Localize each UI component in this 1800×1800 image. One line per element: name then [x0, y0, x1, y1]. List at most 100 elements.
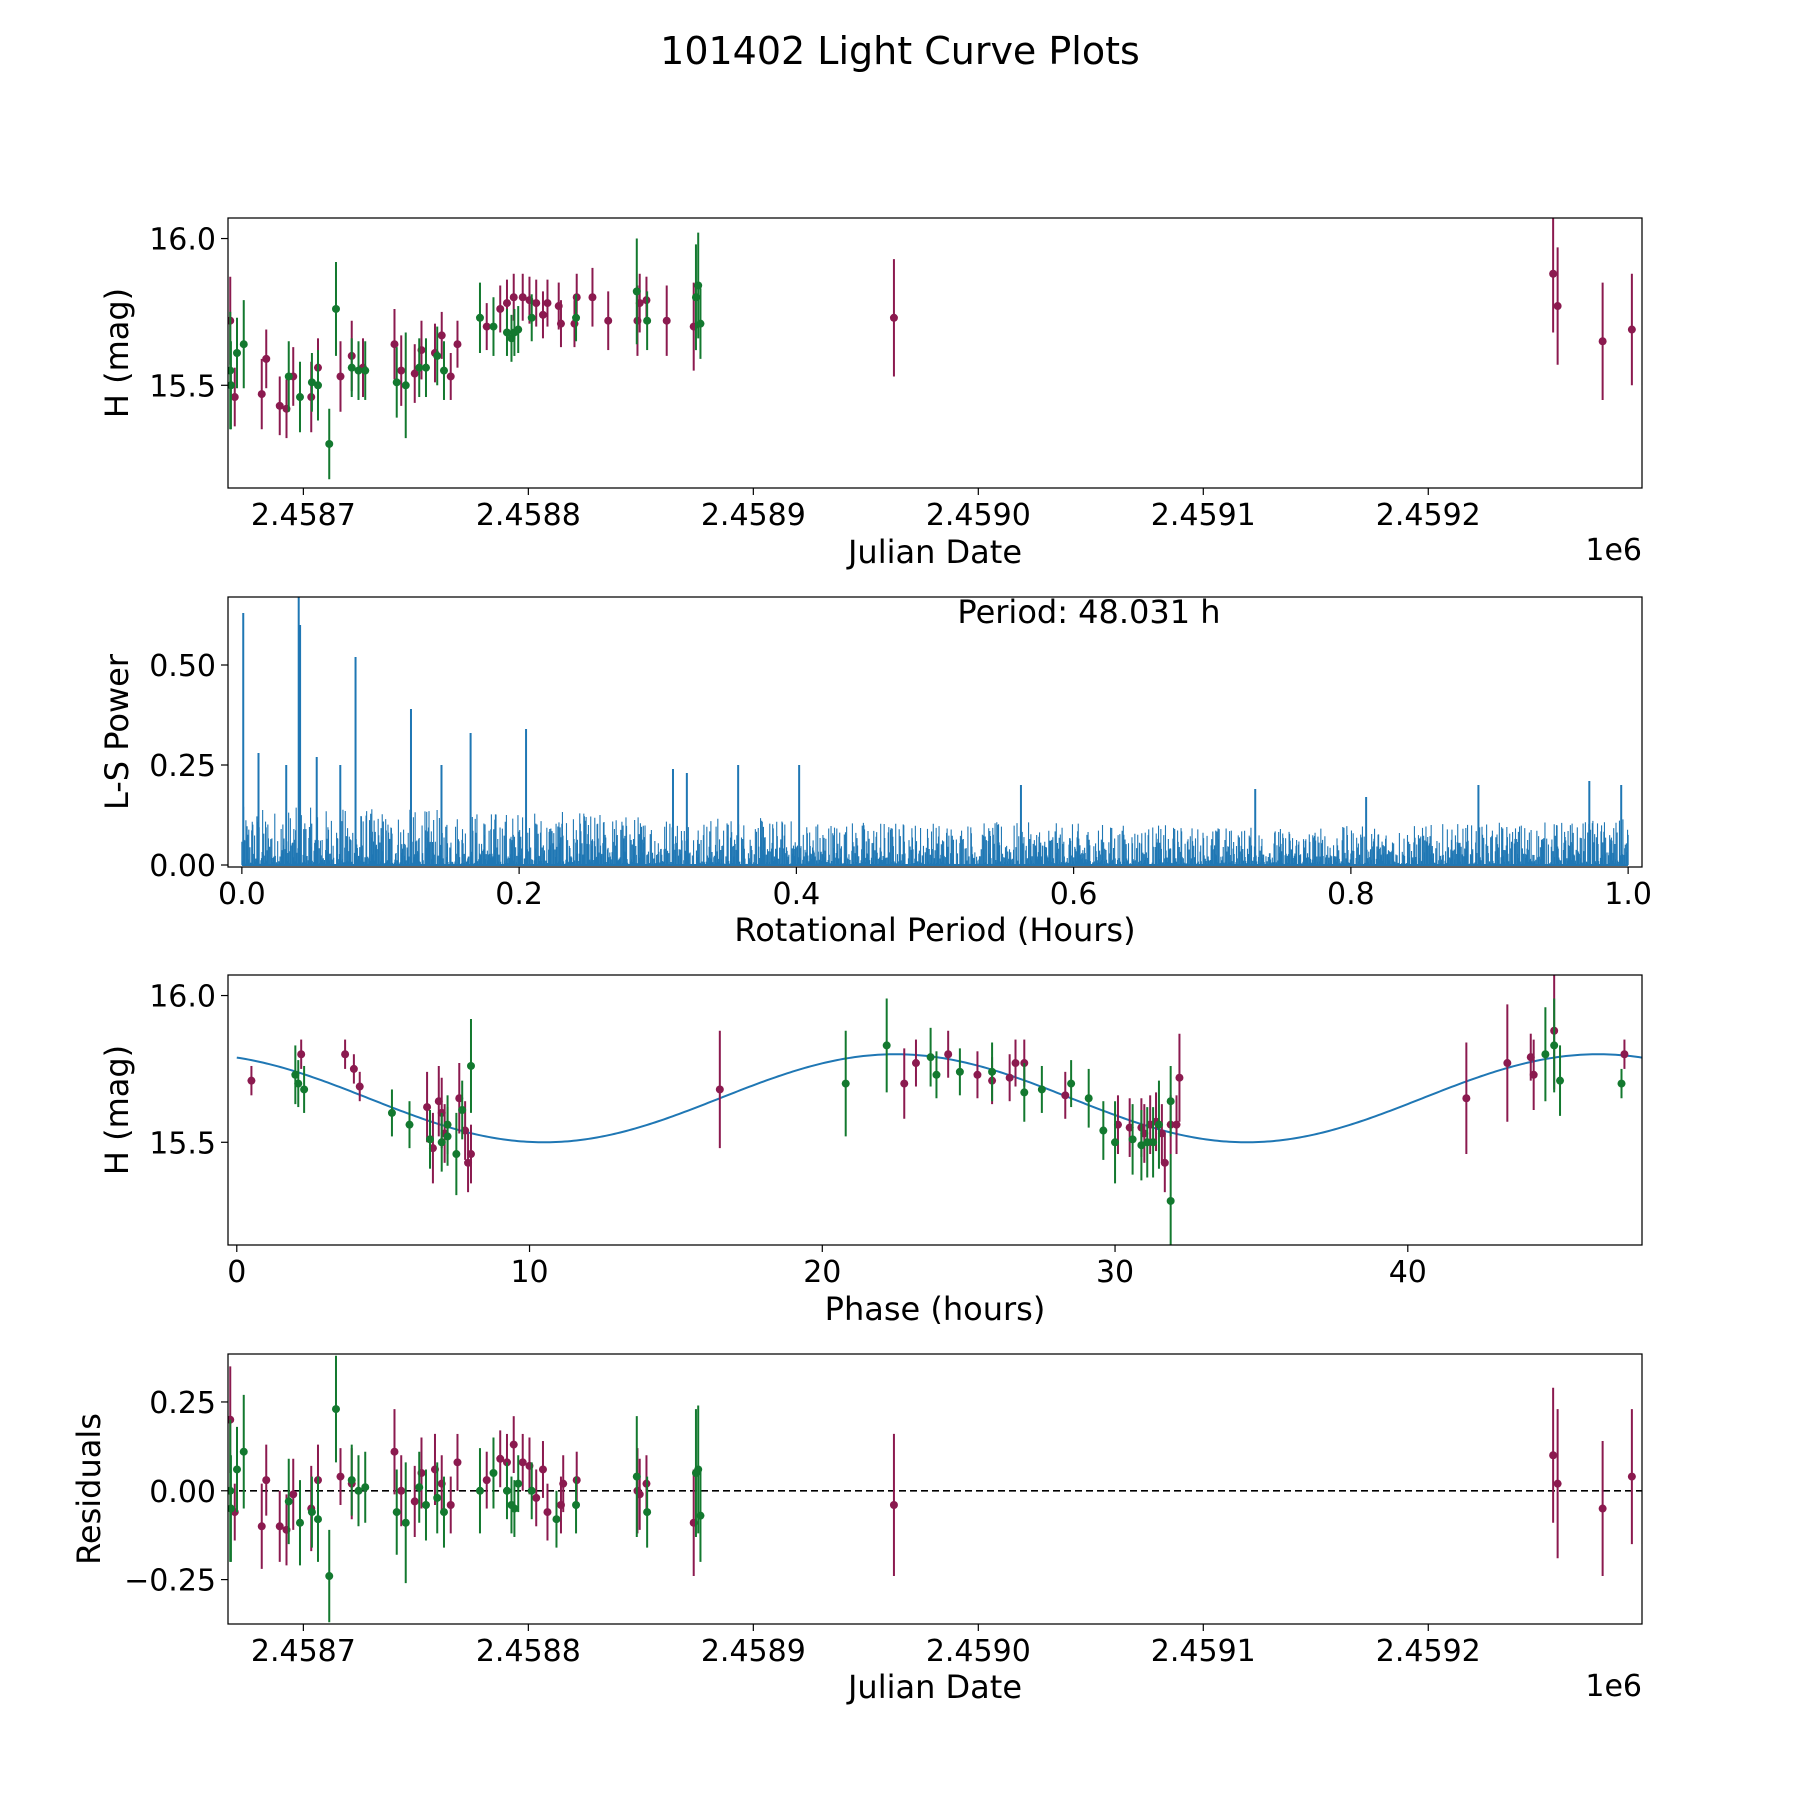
light-curve-points — [228, 218, 1636, 480]
series-a-point — [257, 1522, 266, 1531]
series-b-point — [696, 319, 705, 328]
residuals-ylabel: Residuals — [70, 1413, 108, 1565]
series-a-point — [532, 1493, 541, 1502]
periodogram-ylabel: L-S Power — [98, 653, 136, 810]
series-b-point — [295, 1518, 304, 1527]
series-a-point — [1175, 1073, 1184, 1082]
series-b-point — [552, 1515, 561, 1524]
series-b-point — [1166, 1097, 1175, 1106]
series-a-point — [1598, 1504, 1607, 1513]
series-b-point — [643, 316, 652, 325]
y-tick-label: 0.25 — [149, 1386, 216, 1421]
series-b-point — [1556, 1076, 1565, 1085]
series-a-point — [1620, 1050, 1629, 1059]
series-a-point — [410, 1497, 419, 1506]
series-b-point — [1037, 1085, 1046, 1094]
series-b-point — [1099, 1126, 1108, 1135]
series-b-point — [284, 1497, 293, 1506]
series-a-point — [1011, 1059, 1020, 1068]
series-b-point — [300, 1085, 309, 1094]
series-b-point — [643, 1508, 652, 1517]
series-b-point — [401, 1518, 410, 1527]
series-b-point — [1067, 1079, 1076, 1088]
x-tick-label: 2.4591 — [1151, 1634, 1256, 1669]
x-tick-label: 20 — [803, 1255, 841, 1290]
series-a-point — [336, 372, 345, 381]
series-a-point — [390, 1447, 399, 1456]
series-b-point — [437, 1138, 446, 1147]
series-b-point — [421, 1500, 430, 1509]
series-a-point — [446, 1500, 455, 1509]
series-b-point — [284, 372, 293, 381]
y-tick-label: 16.0 — [149, 223, 216, 258]
series-a-point — [1549, 269, 1558, 278]
series-b-point — [466, 1061, 475, 1070]
residuals-xlabel: Julian Date — [846, 1668, 1022, 1706]
series-b-point — [988, 1067, 997, 1076]
y-tick-label: 0.50 — [149, 649, 216, 684]
series-b-point — [443, 1120, 452, 1129]
x-tick-label: 2.4592 — [1376, 498, 1481, 533]
series-a-point — [230, 393, 239, 402]
light-curve-panel: 2.4587 2.4588 2.4589 2.4590 2.4591 2.4592 15.… — [98, 217, 1643, 571]
period-annotation: Period: 48.031 h — [957, 593, 1220, 631]
series-a-point — [715, 1085, 724, 1094]
series-a-point — [538, 1465, 547, 1474]
y-tick-label: 0.25 — [149, 749, 216, 784]
residuals-points — [228, 1355, 1642, 1623]
series-b-point — [955, 1067, 964, 1076]
series-a-point — [496, 304, 505, 313]
light-curve-y-ticks: 15.5 16.0 — [149, 223, 228, 404]
series-a-point — [257, 390, 266, 399]
x-tick-label: 2.4591 — [1151, 498, 1256, 533]
periodogram-x-ticks: 0.0 0.2 0.4 0.6 0.8 1.0 — [218, 867, 1652, 912]
series-a-point — [397, 366, 406, 375]
series-a-point — [543, 299, 552, 308]
series-b-point — [1149, 1138, 1158, 1147]
series-b-point — [331, 304, 340, 313]
series-b-point — [694, 281, 703, 290]
series-a-point — [262, 354, 271, 363]
series-a-point — [588, 293, 597, 302]
y-tick-label: 15.5 — [149, 1126, 216, 1161]
series-a-point — [275, 1522, 284, 1531]
series-b-point — [361, 1483, 370, 1492]
phased-y-ticks: 15.5 16.0 — [149, 980, 228, 1161]
phased-panel: 0 10 20 30 40 15.5 16.0 Phase (hours) H (mag) — [98, 974, 1643, 1328]
series-b-point — [632, 1472, 641, 1481]
series-b-point — [313, 1515, 322, 1524]
series-a-point — [662, 316, 671, 325]
series-b-point — [239, 1447, 248, 1456]
series-a-point — [1503, 1059, 1512, 1068]
periodogram-axes-frame — [227, 596, 1643, 868]
series-a-point — [1627, 325, 1636, 334]
series-b-point — [1084, 1094, 1093, 1103]
x-tick-label: 0 — [227, 1255, 246, 1290]
series-a-point — [1553, 302, 1562, 311]
x-tick-label: 10 — [510, 1255, 548, 1290]
series-a-point — [509, 1440, 518, 1449]
series-a-point — [453, 1458, 462, 1467]
series-b-point — [347, 363, 356, 372]
series-b-point — [489, 1469, 498, 1478]
series-a-point — [1553, 1479, 1562, 1488]
light-curve-xlabel: Julian Date — [846, 533, 1022, 571]
series-b-point — [354, 366, 363, 375]
series-b-point — [510, 1504, 519, 1513]
x-tick-label: 0.8 — [1327, 877, 1375, 912]
light-curve-x-offset: 1e6 — [1585, 533, 1642, 568]
series-a-point — [262, 1476, 271, 1485]
light-curve-ylabel: H (mag) — [98, 288, 136, 418]
x-tick-label: 2.4589 — [701, 498, 806, 533]
series-a-point — [297, 1050, 306, 1059]
x-tick-label: 2.4590 — [926, 498, 1031, 533]
series-b-point — [1020, 1088, 1029, 1097]
series-b-point — [1541, 1050, 1550, 1059]
series-b-point — [415, 363, 424, 372]
series-b-point — [228, 1504, 235, 1513]
light-curve-axes-frame — [227, 217, 1643, 489]
phased-points — [236, 975, 1642, 1245]
residuals-y-ticks: −0.25 0.00 0.25 — [124, 1386, 228, 1599]
x-tick-label: 2.4587 — [251, 1634, 356, 1669]
series-b-point — [1143, 1138, 1152, 1147]
